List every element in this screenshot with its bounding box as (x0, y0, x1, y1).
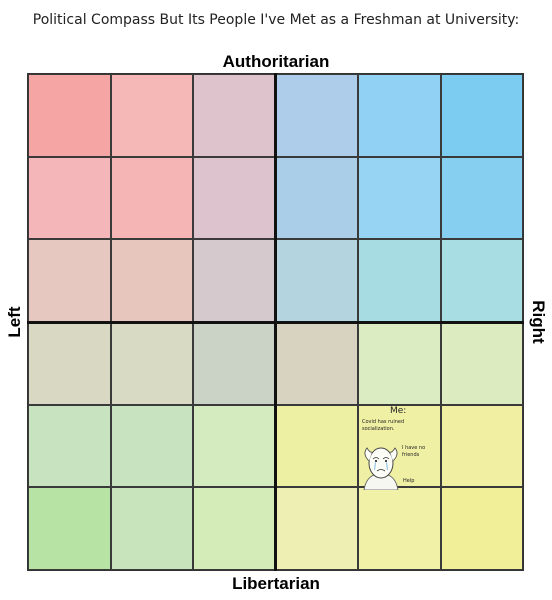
grid-cell-1-3 (275, 156, 358, 240)
grid-cell-0-3 (275, 74, 358, 157)
grid-cell-5-2 (193, 487, 276, 570)
grid-cell-1-1 (110, 156, 193, 240)
grid-cell-4-3 (275, 404, 358, 488)
grid-cell-4-2 (193, 404, 276, 488)
grid-cell-3-5 (440, 321, 523, 405)
grid-cell-0-1 (110, 74, 193, 157)
axis-label-left: Left (5, 306, 24, 338)
me-label: Me: (390, 406, 407, 416)
page-title: Political Compass But Its People I've Me… (32, 12, 520, 28)
grid-cell-5-5 (440, 487, 523, 570)
grid-cell-2-3 (275, 239, 358, 322)
grid-cell-1-4 (358, 156, 441, 240)
grid-cell-3-4 (358, 321, 441, 405)
compass-grid (27, 73, 524, 571)
grid-cell-5-1 (110, 487, 193, 570)
grid-cell-2-1 (110, 239, 193, 322)
me-annotation: Me: Covid has ruined socialization. I ha… (358, 406, 442, 490)
grid-cell-2-2 (193, 239, 276, 322)
axis-label-right: Right (529, 300, 548, 344)
grid-cell-1-5 (440, 156, 523, 240)
me-text-line: socialization. (362, 426, 395, 432)
axis-label-authoritarian: Authoritarian (222, 52, 330, 71)
grid-cell-0-4 (358, 74, 441, 157)
grid-cell-1-2 (193, 156, 276, 240)
grid-cell-5-3 (275, 487, 358, 570)
grid-cell-0-0 (28, 74, 111, 157)
grid-cell-4-0 (28, 404, 111, 488)
grid-cell-2-4 (358, 239, 441, 322)
axis-label-libertarian: Libertarian (232, 574, 320, 593)
grid-cell-4-5 (440, 404, 523, 488)
grid-cell-2-0 (28, 239, 111, 322)
grid-cell-5-0 (28, 487, 111, 570)
grid-cell-5-4 (358, 487, 441, 570)
grid-cell-3-3 (275, 321, 358, 405)
crying-wojak-icon (363, 447, 399, 490)
grid-cell-1-0 (28, 156, 111, 240)
grid-cell-3-1 (110, 321, 193, 405)
grid-cell-3-0 (28, 321, 111, 405)
grid-cell-0-2 (193, 74, 276, 157)
grid-cell-4-1 (110, 404, 193, 488)
me-text-line: Help (403, 478, 415, 484)
me-text-line: friends (402, 452, 420, 458)
me-text-line: I have no (402, 445, 426, 451)
grid-cell-2-5 (440, 239, 523, 322)
me-text-line: Covid has ruined (362, 419, 405, 425)
grid-cell-3-2 (193, 321, 276, 405)
grid-cell-0-5 (440, 74, 523, 157)
horizontal-axis-line (27, 321, 524, 324)
grid-cell-4-4 (358, 404, 441, 488)
